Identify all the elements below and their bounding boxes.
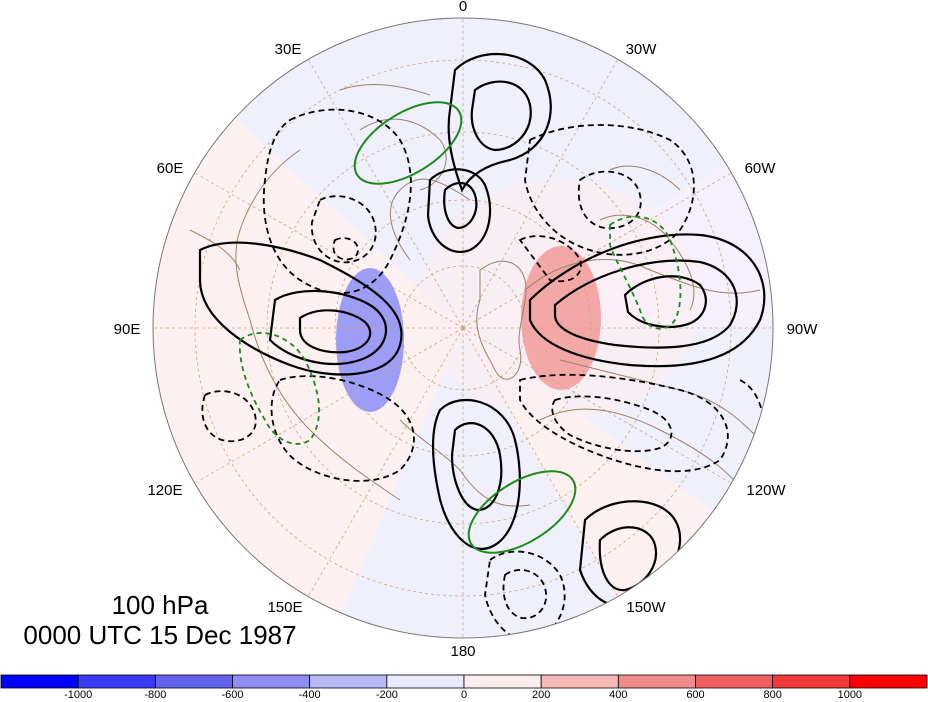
lon-label-90w: 90W — [787, 321, 819, 338]
green-contours-dashed — [238, 215, 682, 445]
positive-anomaly-shade — [521, 246, 601, 390]
green-contours-solid — [353, 101, 577, 554]
lon-label-60e: 60E — [157, 160, 184, 177]
lon-label-0: 0 — [459, 0, 467, 15]
colorbar-swatch — [232, 674, 311, 689]
lon-label-120w: 120W — [746, 482, 786, 499]
colorbar-tick-label: -400 — [299, 689, 321, 701]
colorbar-swatch — [772, 674, 851, 689]
colorbar-tick-label: 1000 — [838, 689, 862, 701]
colorbar-swatch — [463, 674, 542, 689]
colorbar-tick-label: 0 — [461, 689, 467, 701]
lon-label-150w: 150W — [626, 599, 666, 616]
colorbar-tick-label: 600 — [686, 689, 704, 701]
lon-label-30e: 30E — [275, 41, 302, 58]
lon-label-90e: 90E — [114, 321, 141, 338]
meridians — [153, 18, 773, 638]
colorbar-swatch — [77, 674, 156, 689]
lon-label-30w: 30W — [626, 41, 658, 58]
colorbar-tick-label: 200 — [532, 689, 550, 701]
colorbar-tick-label: 800 — [763, 689, 781, 701]
colorbar-swatch — [695, 674, 774, 689]
datetime-label: 0000 UTC 15 Dec 1987 — [23, 620, 297, 650]
colorbar-swatch — [154, 674, 233, 689]
map-rim — [152, 17, 774, 639]
longitude-labels: 0 30W 60W 90W 120W 150W 180 150E 120E 90… — [114, 0, 819, 660]
map-disk — [153, 18, 773, 638]
negative-contours — [201, 108, 765, 638]
colorbar-tick-label: -1000 — [64, 689, 92, 701]
colorbar-swatch — [617, 674, 696, 689]
lon-label-60w: 60W — [745, 160, 777, 177]
lon-label-120e: 120E — [147, 482, 182, 499]
lon-label-180: 180 — [450, 643, 475, 660]
colorbar-swatch — [540, 674, 619, 689]
pressure-level-label: 100 hPa — [111, 590, 209, 620]
lon-label-150e: 150E — [267, 599, 302, 616]
colorbar-swatch — [0, 674, 79, 689]
colorbar-swatch — [849, 674, 928, 689]
colorbar-swatch — [386, 674, 465, 689]
colorbar-swatch — [309, 674, 388, 689]
positive-contours — [198, 52, 766, 607]
title-block: 100 hPa 0000 UTC 15 Dec 1987 — [0, 590, 320, 650]
colorbar-tick-label: 400 — [609, 689, 627, 701]
colorbar-tick-label: -600 — [221, 689, 243, 701]
coastlines — [189, 84, 761, 507]
colorbar-tick-label: -800 — [144, 689, 166, 701]
colorbar-tick-label: -200 — [376, 689, 398, 701]
colorbar: -1000 -800 -600 -400 -200 0 200 400 600 800 1000 — [0, 674, 928, 701]
